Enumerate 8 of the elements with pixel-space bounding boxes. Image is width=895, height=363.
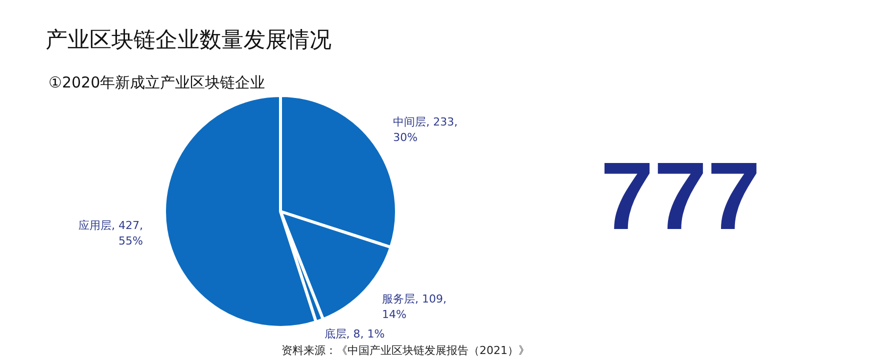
text: 资料来源：《中国产业区块链发展报告（2021）》 [282,344,530,357]
slice-label: 底层, 8, 1% [324,327,385,340]
slice-label: 应用层, 427, 55% [78,218,143,248]
chart-title: 产业区块链企业数量发展情况 [46,28,332,53]
slice-label: 服务层, 109, 14% [382,292,446,322]
slice-label: 中间层, 233, 30% [393,115,458,144]
text: 777 [600,143,761,250]
chart-subtitle: ①2020年新成立产业区块链企业 [48,74,266,92]
